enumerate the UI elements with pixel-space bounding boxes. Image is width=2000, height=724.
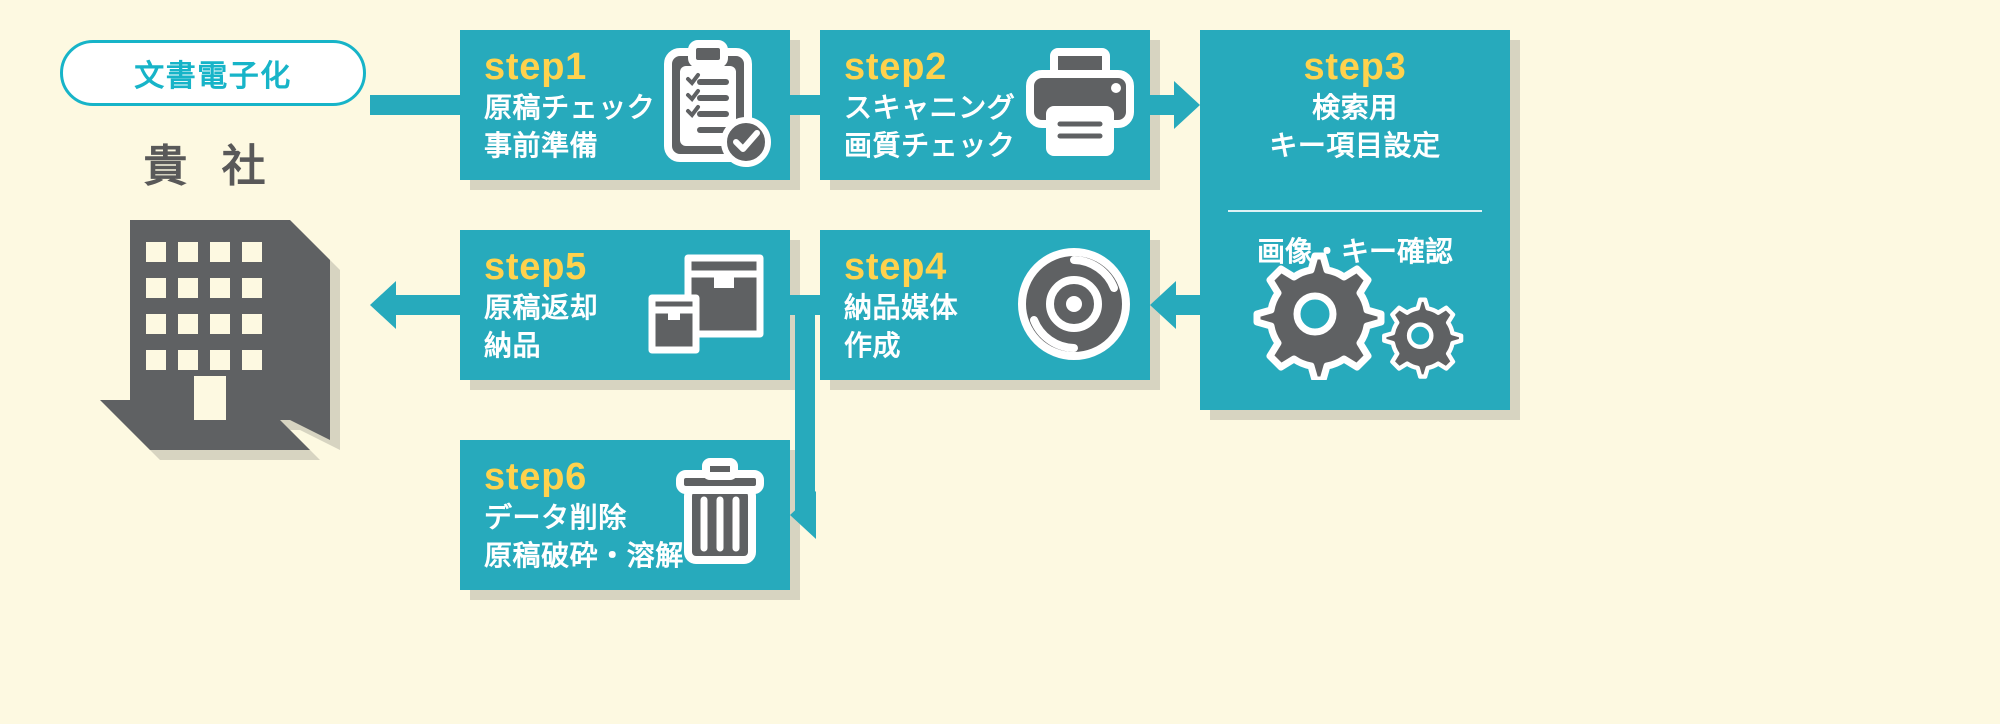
step-6-line-2: 原稿破砕・溶解 [484, 537, 684, 575]
clipboard-check-icon [654, 38, 774, 168]
step-6-label: step6 [484, 456, 684, 499]
printer-icon [1020, 44, 1140, 164]
step-4-line-1: 納品媒体 [844, 289, 958, 327]
step-6-line-1: データ削除 [484, 499, 684, 537]
step-5-line-2: 納品 [484, 327, 598, 365]
gears-icon [1200, 250, 1510, 380]
step-2-line-1: スキャニング [844, 89, 1015, 127]
header-pill-text: 文書電子化 [134, 51, 292, 95]
step-2: step2 スキャニング 画質チェック [820, 30, 1150, 180]
disc-icon [1014, 244, 1134, 364]
step-3-line-1: 検索用 [1200, 89, 1510, 127]
step-5-line-1: 原稿返却 [484, 289, 598, 327]
step-3-label: step3 [1200, 46, 1510, 89]
company-label: 貴 社 [60, 130, 360, 194]
step-4: step4 納品媒体 作成 [820, 230, 1150, 380]
trash-icon [670, 458, 770, 568]
building-icon [90, 200, 350, 460]
step-5: step5 原稿返却 納品 [460, 230, 790, 380]
step-4-line-2: 作成 [844, 327, 958, 365]
step-3-line-2: キー項目設定 [1200, 127, 1510, 165]
step-1-label: step1 [484, 46, 655, 89]
header-pill: 文書電子化 [60, 40, 366, 106]
step-1-line-1: 原稿チェック [484, 89, 655, 127]
step-2-label: step2 [844, 46, 1015, 89]
step-4-label: step4 [844, 246, 958, 289]
step-1: step1 原稿チェック 事前準備 [460, 30, 790, 180]
step-3: step3 検索用 キー項目設定 画像・キー確認 [1200, 30, 1510, 410]
step-5-label: step5 [484, 246, 598, 289]
boxes-icon [644, 250, 774, 360]
step-2-line-2: 画質チェック [844, 127, 1015, 165]
step-6: step6 データ削除 原稿破砕・溶解 [460, 440, 790, 590]
step-1-line-2: 事前準備 [484, 127, 655, 165]
step-3-divider [1228, 210, 1482, 212]
